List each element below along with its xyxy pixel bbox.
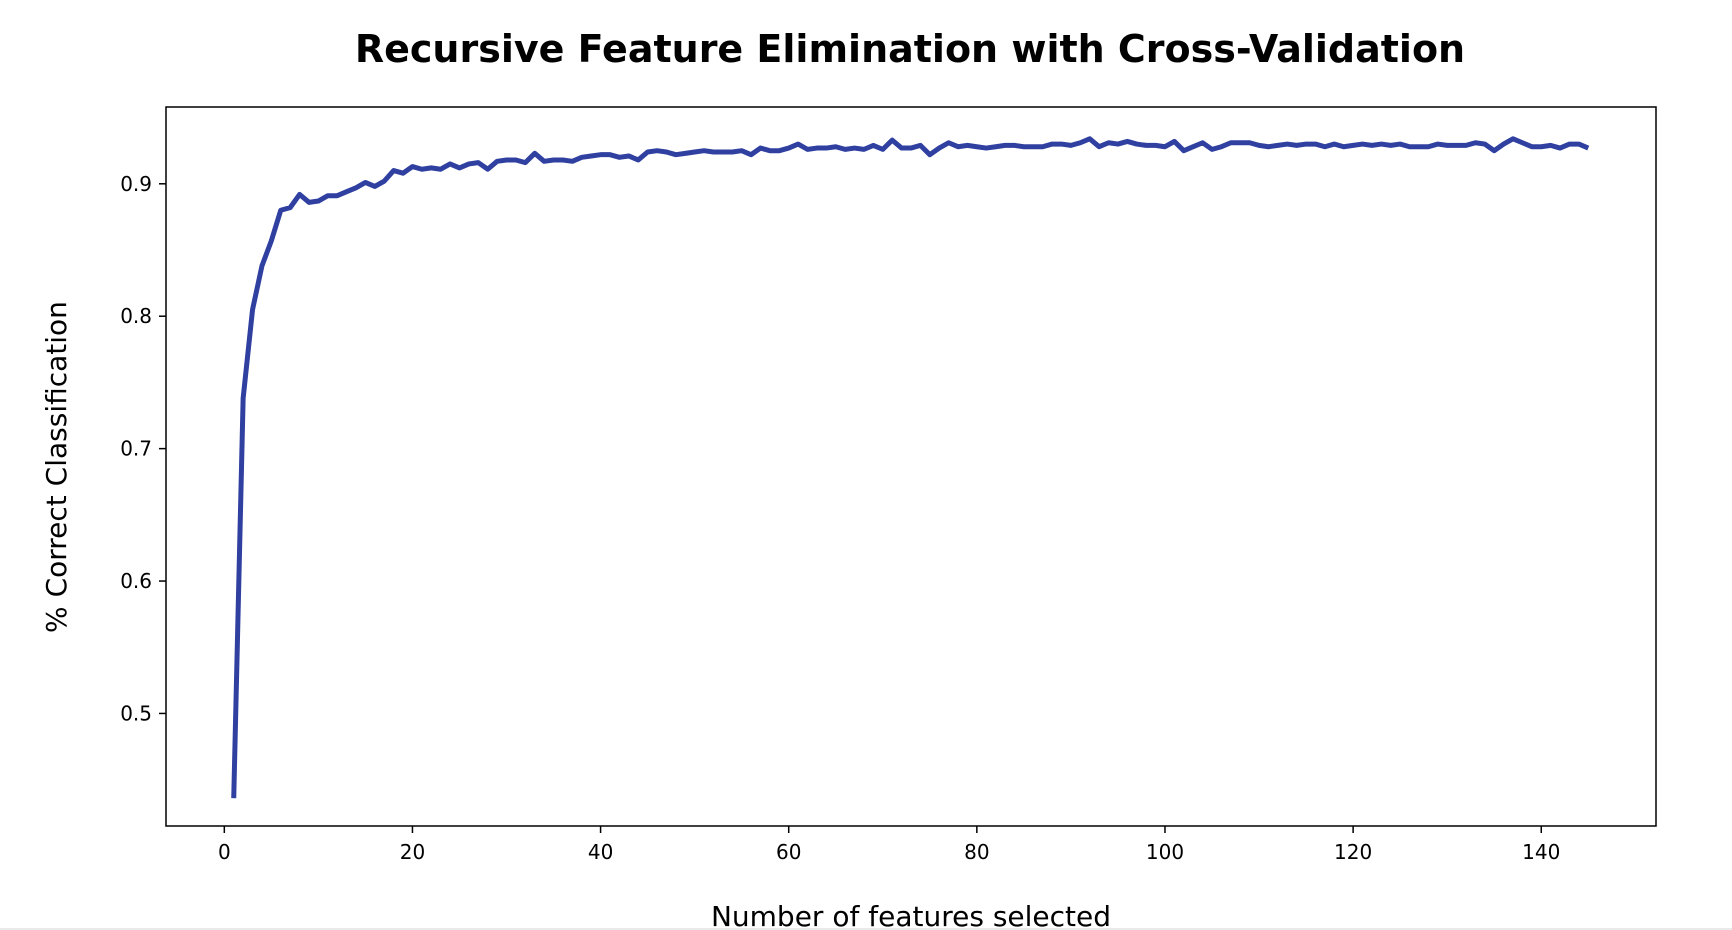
x-tick-label: 20 [400,840,425,864]
x-tick-label: 100 [1146,840,1184,864]
plot-area [165,106,1657,827]
x-axis: 0 20 40 60 80 100 120 140 [218,826,1560,864]
series-line [231,136,1590,799]
y-axis-label: % Correct Classification [40,301,73,633]
y-tick-label: 0.6 [120,569,152,593]
plot-frame [165,106,1657,827]
x-tick-label: 80 [964,840,989,864]
x-tick-label: 60 [776,840,801,864]
bottom-border [0,928,1732,930]
y-tick-label: 0.8 [120,304,152,328]
y-axis: 0.5 0.6 0.7 0.8 0.9 [120,172,166,725]
x-tick-label: 0 [218,840,231,864]
x-axis-label: Number of features selected [711,900,1111,930]
x-tick-label: 140 [1522,840,1560,864]
x-tick-label: 120 [1334,840,1372,864]
y-tick-label: 0.9 [120,172,152,196]
chart-title: Recursive Feature Elimination with Cross… [355,27,1465,71]
x-tick-label: 40 [588,840,613,864]
y-tick-label: 0.5 [120,701,152,725]
y-tick-label: 0.7 [120,437,152,461]
